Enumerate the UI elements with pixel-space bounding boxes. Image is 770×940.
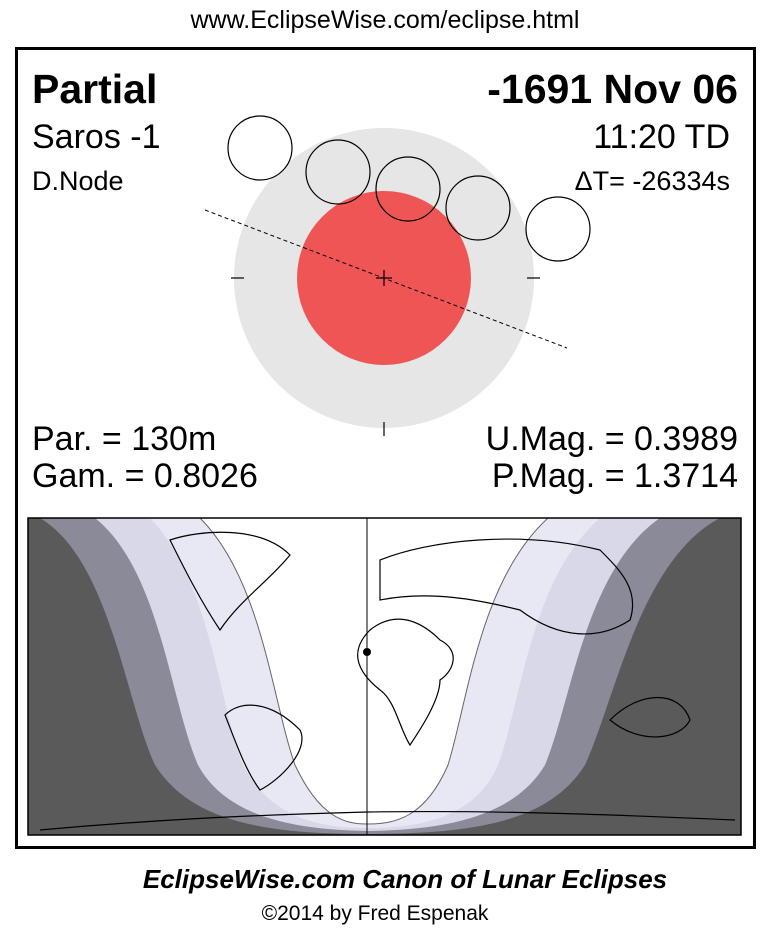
visibility-map: [27, 517, 742, 836]
delta-t: ΔT= -26334s: [574, 166, 730, 196]
penumbral-magnitude: P.Mag. = 1.3714: [491, 457, 738, 495]
eclipse-time: 11:20 TD: [593, 118, 730, 156]
umbral-magnitude: U.Mag. = 0.3989: [485, 420, 738, 458]
moon-max: [375, 156, 441, 222]
gamma-value: Gam. = 0.8026: [32, 457, 258, 495]
moon-positions: [227, 115, 591, 262]
subsolar-point: [363, 648, 371, 656]
node-label: D.Node: [32, 166, 124, 196]
moon-u4: [445, 175, 511, 241]
axis-ticks: [231, 270, 540, 436]
moon-p4: [525, 196, 591, 262]
saros-number: Saros -1: [32, 118, 161, 156]
eclipse-frame: [15, 47, 756, 849]
eclipse-type: Partial: [32, 66, 158, 112]
footer-title: EclipseWise.com Canon of Lunar Eclipses: [142, 864, 668, 894]
eclipse-date: -1691 Nov 06: [487, 66, 738, 112]
moon-p1: [227, 115, 293, 181]
ecliptic-path: [204, 209, 568, 349]
moon-u1: [305, 139, 371, 205]
url-text: www.EclipseWise.com/eclipse.html: [190, 6, 580, 34]
partial-duration: Par. = 130m: [32, 420, 217, 458]
footer-copyright: ©2014 by Fred Espenak: [261, 902, 489, 925]
